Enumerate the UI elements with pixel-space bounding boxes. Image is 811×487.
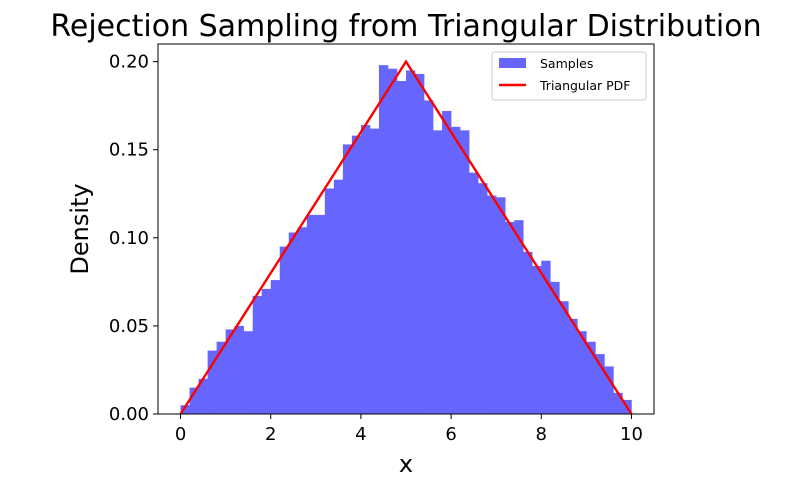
histogram-bar (243, 331, 253, 414)
histogram-bar (514, 220, 524, 414)
histogram-bar (505, 221, 515, 414)
histogram-bar (198, 378, 208, 414)
triangular-pdf-line (179, 59, 633, 415)
histogram-bar (577, 331, 587, 414)
y-tick-label: 0.05 (109, 316, 149, 337)
histogram-bar (396, 81, 407, 414)
histogram-bar (532, 266, 542, 414)
histogram-bar (360, 125, 371, 415)
x-axis-label: x (399, 450, 413, 478)
histogram-bar (324, 188, 335, 414)
chart-title: Rejection Sampling from Triangular Distr… (50, 9, 761, 44)
y-tick-label: 0.10 (109, 228, 149, 249)
histogram-bar (342, 144, 353, 414)
histogram-bar (261, 288, 272, 414)
histogram-bar (333, 179, 344, 414)
x-tick-label: 4 (355, 424, 366, 445)
x-tick-label: 6 (445, 424, 456, 445)
histogram-bar (424, 100, 434, 414)
legend: Samples Triangular PDF (491, 51, 647, 101)
histogram-bar (406, 70, 416, 414)
histogram-bar (586, 341, 596, 414)
histogram-bar (234, 325, 244, 414)
histogram-bar (180, 405, 190, 414)
plot-frame (157, 43, 655, 415)
legend-label-samples: Samples (540, 56, 593, 71)
histogram-bar (369, 128, 380, 415)
histogram-bar (451, 126, 461, 415)
histogram-bar (270, 280, 281, 414)
x-tick-label: 2 (265, 424, 276, 445)
histogram-bar (469, 172, 479, 414)
x-tick-label: 0 (175, 424, 186, 445)
y-axis-label: Density (66, 183, 94, 274)
histogram-bar (568, 318, 578, 414)
histogram-bar (279, 246, 290, 414)
y-tick-label: 0.00 (109, 404, 149, 425)
histogram-bar (541, 260, 551, 414)
histogram-bar (252, 295, 263, 414)
histogram-bar (433, 130, 443, 415)
histogram-bar (387, 68, 398, 415)
y-tick-label: 0.20 (109, 52, 149, 73)
histogram-bar (613, 392, 623, 414)
histogram-bar (595, 354, 605, 414)
y-tick-label: 0.15 (109, 140, 149, 161)
histogram-bar (216, 341, 226, 414)
histogram-bar (550, 281, 560, 414)
histogram-bar (189, 387, 199, 414)
histogram-bar (478, 183, 488, 414)
histogram-bar (487, 195, 497, 414)
y-axis-ticks: 0.00 0.05 0.10 0.15 0.20 (109, 52, 158, 425)
histogram-bar (351, 135, 362, 414)
histogram-bar (378, 65, 389, 415)
histogram-bar (496, 197, 506, 414)
legend-box (491, 51, 647, 101)
histogram-bar (442, 110, 452, 414)
histogram-bar (604, 366, 614, 414)
plot-area (157, 43, 655, 415)
histogram-bar (523, 251, 533, 414)
histogram-bars (180, 65, 632, 415)
legend-label-pdf: Triangular PDF (539, 78, 630, 93)
histogram-bar (315, 214, 326, 414)
histogram-bar (306, 214, 317, 414)
histogram-bar (207, 350, 217, 414)
histogram-bar (559, 301, 569, 414)
histogram-bar (297, 227, 308, 414)
histogram-bar (288, 232, 299, 414)
legend-swatch-samples (499, 58, 526, 68)
x-axis-ticks: 0 2 4 6 8 10 (175, 414, 643, 445)
histogram-bar (225, 329, 235, 414)
x-tick-label: 8 (536, 424, 547, 445)
histogram-bar (415, 73, 425, 414)
x-tick-label: 10 (620, 424, 643, 445)
histogram-bar (460, 130, 470, 415)
